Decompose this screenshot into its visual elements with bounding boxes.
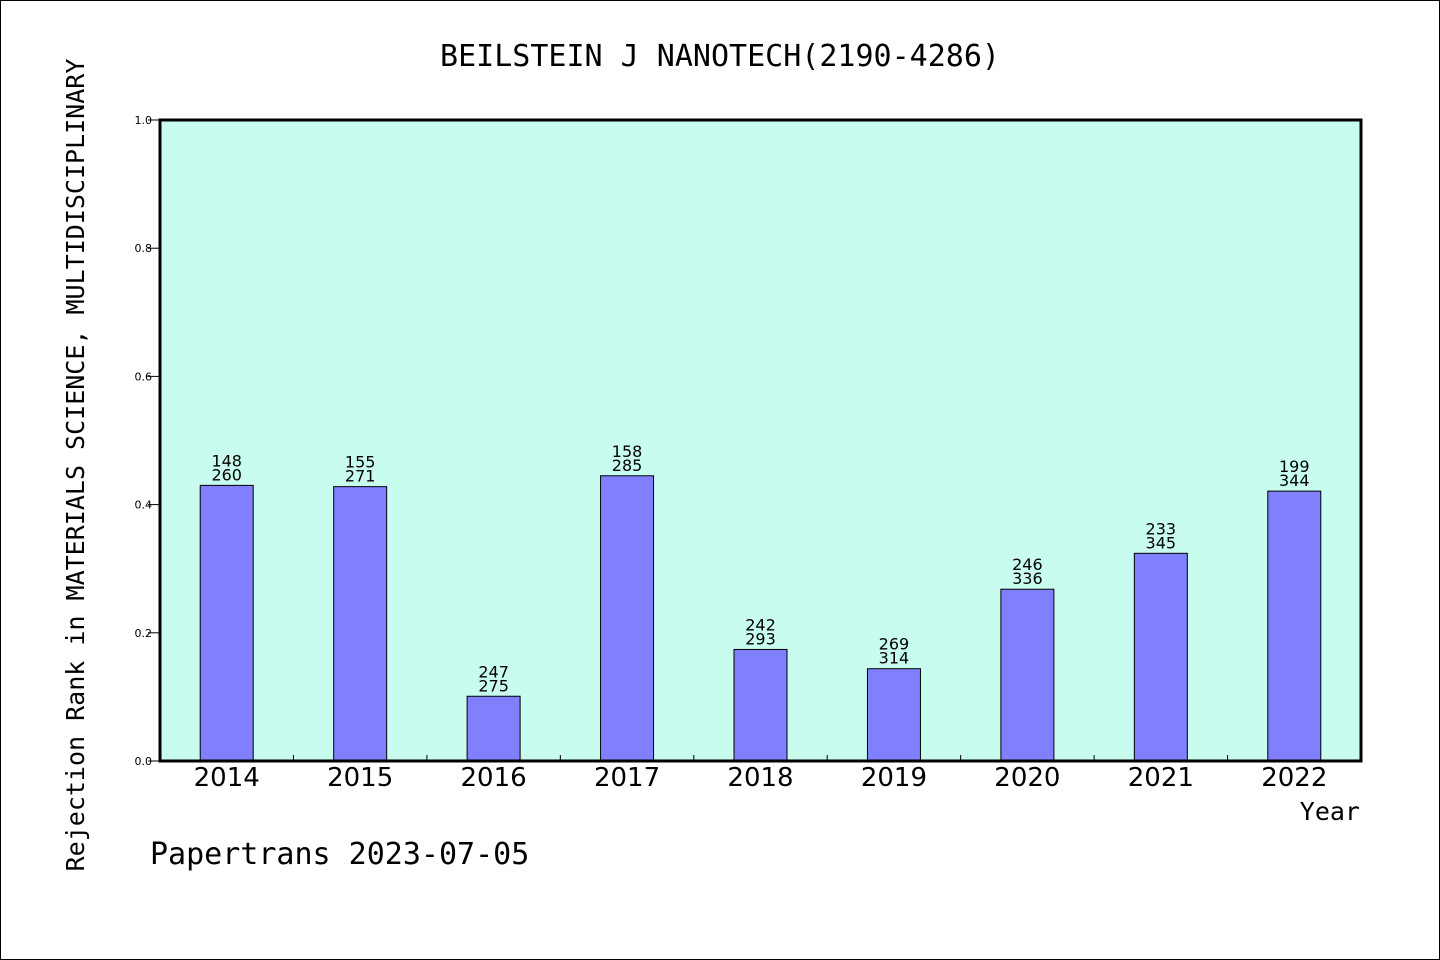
y-tick-label: 0.0 (135, 755, 153, 768)
bar-2014 (199, 484, 254, 762)
x-tick-label: 2014 (194, 763, 260, 793)
bar-total-label: 271 (345, 467, 376, 486)
bar-rank-label: 269 (879, 635, 910, 654)
bar-rank-label: 155 (345, 453, 376, 472)
bar-total-label: 336 (1012, 569, 1043, 588)
bar-2017 (600, 475, 655, 762)
x-tick-label: 2015 (327, 763, 393, 793)
bar-rank-label: 199 (1279, 457, 1310, 476)
y-axis-label: Rejection Rank in MATERIALS SCIENCE, MUL… (61, 59, 90, 872)
x-tick-label: 2018 (727, 763, 793, 793)
bar-total-label: 345 (1146, 533, 1177, 552)
x-tick-label: 2022 (1261, 763, 1327, 793)
bar-2015 (333, 486, 388, 762)
y-tick-label: 0.8 (135, 242, 153, 255)
x-tick-label: 2020 (994, 763, 1060, 793)
bar-2022 (1267, 490, 1322, 762)
bar-rank-label: 246 (1012, 555, 1043, 574)
bar-total-label: 260 (211, 465, 242, 484)
chart-title: BEILSTEIN J NANOTECH(2190-4286) (440, 39, 1000, 74)
bar-rank-label: 242 (745, 615, 776, 634)
x-axis-label: Year (1300, 797, 1360, 826)
x-axis-ticks: 2014 2015 2016 2017 2018 2019 2020 2021 2022 (194, 755, 1327, 793)
bar-total-label: 344 (1279, 471, 1310, 490)
bars (199, 475, 1322, 762)
bar-total-label: 314 (879, 649, 910, 668)
footer-credit: Papertrans 2023-07-05 (150, 837, 529, 872)
x-tick-label: 2021 (1128, 763, 1194, 793)
bar-rank-label: 233 (1146, 519, 1177, 538)
plot-border (158, 118, 1363, 763)
y-tick-label: 0.4 (135, 499, 153, 512)
x-tick-label: 2016 (461, 763, 527, 793)
bar-total-label: 275 (478, 676, 509, 695)
bar-2021 (1133, 552, 1188, 762)
bar-2020 (1000, 588, 1055, 762)
bar-rank-label: 158 (612, 442, 643, 461)
y-axis-ticks: 0.0 0.2 0.4 0.6 0.8 1.0 (135, 114, 160, 768)
bar-2016 (466, 695, 521, 762)
bar-2019 (866, 668, 921, 762)
x-tick-label: 2017 (594, 763, 660, 793)
y-tick-label: 0.2 (135, 627, 153, 640)
bar-total-label: 285 (612, 456, 643, 475)
bar-rank-label: 148 (211, 451, 242, 470)
x-tick-label: 2019 (861, 763, 927, 793)
y-tick-label: 0.6 (135, 370, 153, 383)
bar-total-label: 293 (745, 629, 776, 648)
bar-2018 (733, 648, 788, 762)
bar-rank-label: 247 (478, 662, 509, 681)
y-tick-label: 1.0 (135, 114, 153, 127)
